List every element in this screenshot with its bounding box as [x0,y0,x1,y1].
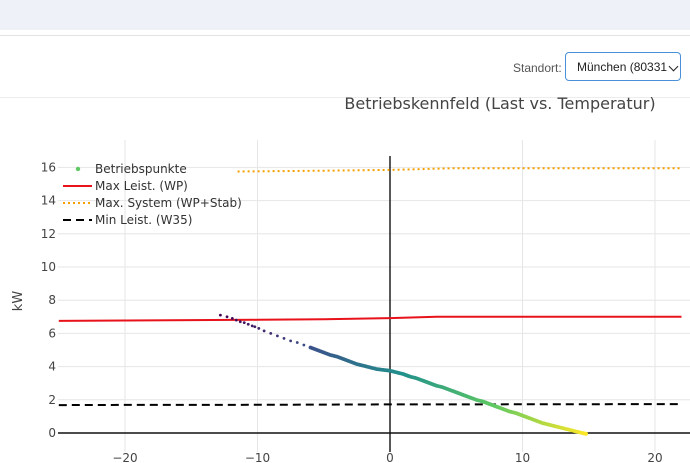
scatter-point [302,343,306,347]
standort-selected-value: München (80331 [577,60,668,74]
y-tick-label: 16 [41,160,56,174]
x-tick-label: 10 [515,451,530,463]
scatter-points [219,313,588,436]
series-line-max-leist [58,315,682,322]
y-tick-label: 4 [48,360,56,374]
scatter-point [234,318,238,322]
scatter-point [584,431,588,436]
legend-item-min-leist[interactable]: Min Leist. (W35) [63,213,192,227]
scatter-point [262,329,266,333]
x-tick-label: −10 [245,451,270,463]
top-navigation-bar [0,0,690,30]
scatter-point [269,332,273,335]
series-lines [58,167,682,407]
y-tick-label: 12 [41,227,56,241]
x-tick-label: 0 [386,451,394,463]
y-tick-label: 0 [48,426,56,440]
legend-label: Betriebspunkte [95,162,187,176]
y-tick-label: 2 [48,393,56,407]
legend-item-max-system[interactable]: Max. System (WP+Stab) [63,196,242,210]
scatter-point [253,325,257,329]
series-line-max-system [237,167,682,173]
legend-label: Min Leist. (W35) [95,213,192,227]
scatter-point [230,317,234,320]
x-tick-label: 20 [647,451,662,463]
scatter-point [246,322,250,326]
y-tick-label: 6 [48,326,56,340]
scatter-point [238,320,242,324]
scatter-point [242,321,246,325]
scatter-point [219,313,222,317]
legend[interactable]: Betriebspunkte Max Leist. (WP) Max. System… [63,162,242,227]
y-tick-label: 14 [41,194,56,208]
scatter-point [257,327,261,330]
y-tick-label: 8 [48,293,56,307]
tick-labels: −20 −10 0 10 20 0 2 4 6 8 10 12 14 16 [41,160,663,463]
y-tick-label: 10 [41,260,56,274]
series-line-min-leist [58,403,682,407]
scatter-point [282,336,286,340]
legend-item-max-leist[interactable]: Max Leist. (WP) [63,179,188,193]
scatter-point [225,315,229,319]
standort-select[interactable]: München (80331 [565,52,681,81]
legend-label: Max. System (WP+Stab) [95,196,242,210]
standort-label: Standort: [513,61,562,75]
chart-title: Betriebskennfeld (Last vs. Temperatur) [344,94,655,113]
section-divider [0,97,690,98]
x-tick-label: −20 [112,451,137,463]
scatter-point [275,334,279,338]
legend-marker-icon [75,166,81,172]
scatter-point [289,339,293,343]
legend-label: Max Leist. (WP) [95,179,188,193]
grid-lines [58,140,690,452]
scatter-point [250,324,254,328]
scatter-point [295,341,299,344]
header-divider [0,35,690,36]
y-axis-label: kW [11,291,26,312]
legend-item-betriebspunkte[interactable]: Betriebspunkte [75,162,187,176]
